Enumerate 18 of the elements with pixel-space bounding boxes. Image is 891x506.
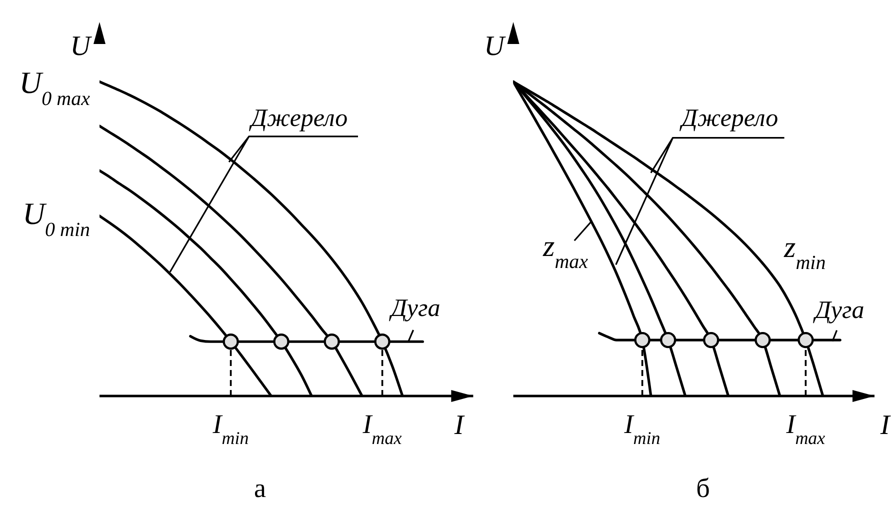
y-axis-title: U — [484, 31, 506, 62]
text: U$_{0 min}$ — [22, 196, 90, 242]
x-tick-label: I$_{min}$ — [623, 409, 660, 448]
y-axis-title: U — [70, 31, 92, 62]
annotation: Дуга — [389, 295, 440, 322]
x-tick-label: I$_{max}$ — [785, 409, 826, 448]
x-axis-title: I — [453, 410, 466, 441]
x-tick-label: I$_{min}$ — [212, 409, 249, 448]
x-axis-title: I — [879, 410, 891, 441]
annotation: Джерело — [249, 105, 348, 132]
text: а — [254, 473, 266, 503]
annotation: Джерело — [680, 105, 778, 132]
text: б — [696, 473, 710, 503]
x-tick-label: I$_{max}$ — [362, 409, 402, 448]
annotation: Дуга — [813, 297, 864, 324]
annotation: z$_{min}$ — [783, 231, 826, 274]
annotation: z$_{max}$ — [542, 230, 588, 273]
text: U$_{0 max}$ — [19, 65, 90, 110]
